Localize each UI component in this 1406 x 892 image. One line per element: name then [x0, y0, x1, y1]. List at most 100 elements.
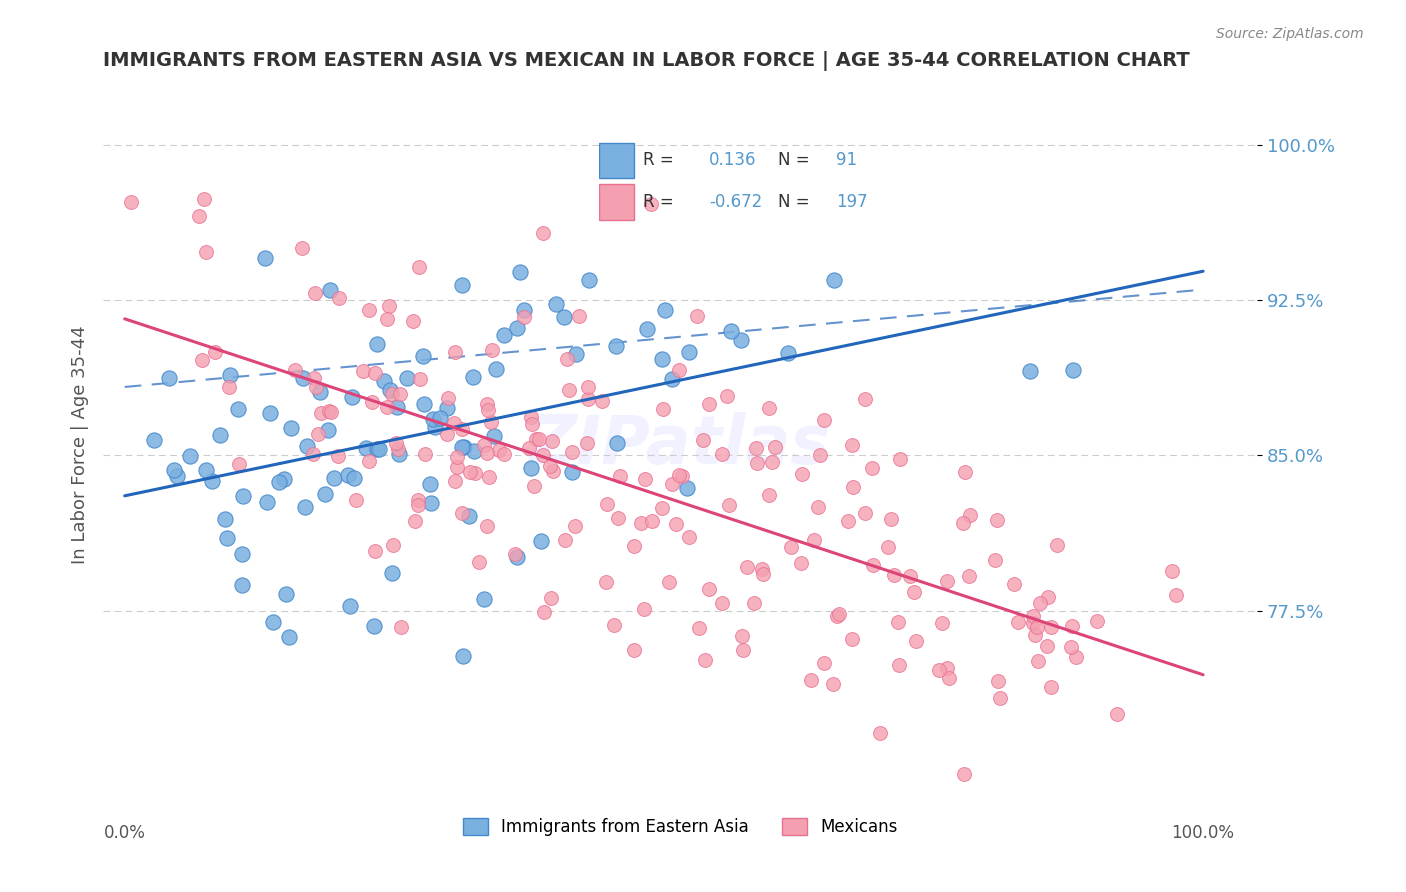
Mexicans — [986, 513, 1008, 527]
Mexicans — [408, 260, 430, 274]
Mexicans — [693, 653, 716, 667]
Mexicans — [606, 511, 628, 525]
Mexicans — [352, 364, 374, 378]
Mexicans — [561, 445, 583, 459]
Mexicans — [758, 401, 780, 415]
Mexicans — [1038, 591, 1060, 605]
Immigrants from Eastern Asia — [453, 648, 475, 663]
Mexicans — [1164, 588, 1187, 602]
Immigrants from Eastern Asia — [661, 372, 683, 386]
Mexicans — [1007, 615, 1029, 630]
Immigrants from Eastern Asia — [530, 534, 553, 549]
Mexicans — [595, 574, 617, 589]
Mexicans — [813, 412, 835, 426]
Mexicans — [488, 442, 510, 457]
Immigrants from Eastern Asia — [1018, 364, 1040, 378]
Mexicans — [688, 621, 710, 635]
Mexicans — [671, 469, 693, 483]
Mexicans — [1022, 615, 1045, 630]
Immigrants from Eastern Asia — [366, 336, 388, 351]
Immigrants from Eastern Asia — [472, 591, 495, 606]
Mexicans — [988, 691, 1011, 706]
Mexicans — [957, 568, 980, 582]
Mexicans — [218, 380, 240, 394]
Mexicans — [938, 671, 960, 685]
Mexicans — [651, 402, 673, 417]
Mexicans — [903, 585, 925, 599]
Mexicans — [364, 544, 387, 558]
Immigrants from Eastern Asia — [412, 349, 434, 363]
Mexicans — [837, 514, 859, 528]
Immigrants from Eastern Asia — [337, 468, 360, 483]
Mexicans — [359, 302, 381, 317]
Mexicans — [959, 508, 981, 522]
Mexicans — [718, 498, 741, 512]
Mexicans — [576, 436, 599, 450]
Mexicans — [524, 432, 547, 446]
Immigrants from Eastern Asia — [309, 384, 332, 399]
Mexicans — [658, 575, 681, 590]
Mexicans — [458, 465, 481, 479]
Immigrants from Eastern Asia — [509, 265, 531, 279]
Text: IMMIGRANTS FROM EASTERN ASIA VS MEXICAN IN LABOR FORCE | AGE 35-44 CORRELATION C: IMMIGRANTS FROM EASTERN ASIA VS MEXICAN … — [103, 51, 1189, 70]
Mexicans — [404, 514, 426, 528]
Immigrants from Eastern Asia — [292, 371, 315, 385]
Mexicans — [558, 383, 581, 397]
Immigrants from Eastern Asia — [606, 436, 628, 450]
Immigrants from Eastern Asia — [544, 297, 567, 311]
Mexicans — [842, 481, 865, 495]
Mexicans — [402, 314, 425, 328]
Immigrants from Eastern Asia — [218, 368, 240, 382]
Immigrants from Eastern Asia — [730, 334, 752, 348]
Mexicans — [640, 196, 662, 211]
Mexicans — [841, 438, 863, 452]
Mexicans — [936, 661, 959, 675]
Mexicans — [475, 396, 498, 410]
Mexicans — [1029, 596, 1052, 610]
Immigrants from Eastern Asia — [373, 374, 395, 388]
Mexicans — [307, 427, 329, 442]
Immigrants from Eastern Asia — [194, 463, 217, 477]
Mexicans — [678, 530, 700, 544]
Mexicans — [564, 519, 586, 533]
Mexicans — [120, 194, 142, 209]
Mexicans — [304, 285, 326, 300]
Mexicans — [803, 533, 825, 548]
Immigrants from Eastern Asia — [215, 531, 238, 545]
Immigrants from Eastern Asia — [256, 495, 278, 509]
Mexicans — [375, 312, 398, 326]
Text: 0.0%: 0.0% — [104, 824, 146, 842]
Immigrants from Eastern Asia — [419, 476, 441, 491]
Mexicans — [609, 469, 631, 483]
Mexicans — [1022, 609, 1045, 624]
Mexicans — [467, 555, 489, 569]
Mexicans — [319, 405, 342, 419]
Mexicans — [808, 448, 831, 462]
Immigrants from Eastern Asia — [776, 345, 799, 359]
Mexicans — [1160, 565, 1182, 579]
Mexicans — [1060, 640, 1083, 654]
Immigrants from Eastern Asia — [485, 362, 508, 376]
Mexicans — [1024, 628, 1046, 642]
Immigrants from Eastern Asia — [453, 440, 475, 454]
Mexicans — [406, 498, 429, 512]
Mexicans — [825, 608, 848, 623]
Immigrants from Eastern Asia — [605, 339, 627, 353]
Mexicans — [533, 605, 555, 619]
Immigrants from Eastern Asia — [294, 500, 316, 514]
Mexicans — [464, 466, 486, 480]
Mexicans — [761, 455, 783, 469]
Mexicans — [697, 582, 720, 596]
Mexicans — [984, 553, 1007, 567]
Immigrants from Eastern Asia — [425, 419, 447, 434]
Mexicans — [711, 447, 734, 461]
Mexicans — [813, 656, 835, 670]
Mexicans — [523, 479, 546, 493]
Mexicans — [494, 447, 516, 461]
Immigrants from Eastern Asia — [378, 383, 401, 397]
Immigrants from Eastern Asia — [513, 302, 536, 317]
Immigrants from Eastern Asia — [254, 252, 277, 266]
Mexicans — [444, 475, 467, 489]
Immigrants from Eastern Asia — [201, 474, 224, 488]
Immigrants from Eastern Asia — [339, 599, 361, 614]
